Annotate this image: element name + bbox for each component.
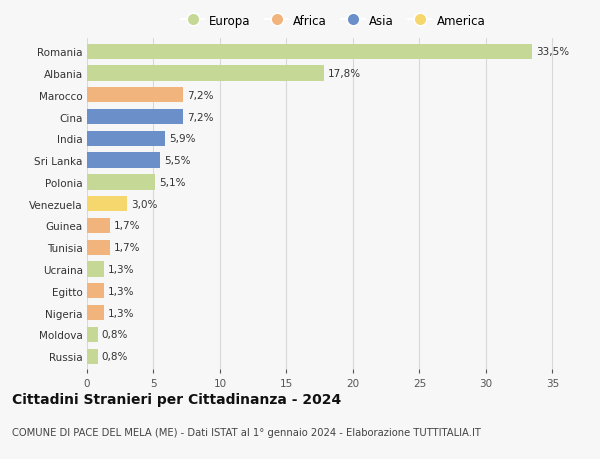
Text: 0,8%: 0,8% (101, 330, 128, 340)
Bar (87, 175, 155, 190)
Text: 5,9%: 5,9% (169, 134, 196, 144)
Text: 0,8%: 0,8% (101, 352, 128, 361)
Bar (87, 88, 183, 103)
Text: 1,7%: 1,7% (113, 243, 140, 253)
Bar (87, 349, 98, 364)
Text: 5,5%: 5,5% (164, 156, 191, 166)
Text: 1,7%: 1,7% (113, 221, 140, 231)
Text: 1,3%: 1,3% (108, 286, 135, 296)
Bar (87, 153, 160, 168)
Text: 7,2%: 7,2% (187, 90, 213, 101)
Bar (87, 327, 98, 342)
Text: 1,3%: 1,3% (108, 264, 135, 274)
Text: 17,8%: 17,8% (328, 69, 361, 79)
Bar (87, 110, 183, 125)
Bar (87, 131, 166, 146)
Bar (87, 284, 104, 299)
Text: 1,3%: 1,3% (108, 308, 135, 318)
Text: Cittadini Stranieri per Cittadinanza - 2024: Cittadini Stranieri per Cittadinanza - 2… (12, 392, 341, 406)
Bar (87, 262, 104, 277)
Bar (87, 45, 532, 60)
Text: 5,1%: 5,1% (159, 178, 185, 188)
Bar (87, 305, 104, 320)
Bar (87, 196, 127, 212)
Bar (87, 66, 323, 81)
Text: 7,2%: 7,2% (187, 112, 213, 122)
Text: COMUNE DI PACE DEL MELA (ME) - Dati ISTAT al 1° gennaio 2024 - Elaborazione TUTT: COMUNE DI PACE DEL MELA (ME) - Dati ISTA… (12, 427, 481, 437)
Legend: Europa, Africa, Asia, America: Europa, Africa, Asia, America (178, 12, 488, 30)
Text: 3,0%: 3,0% (131, 199, 157, 209)
Bar (87, 240, 110, 255)
Text: 33,5%: 33,5% (536, 47, 569, 57)
Bar (87, 218, 110, 234)
